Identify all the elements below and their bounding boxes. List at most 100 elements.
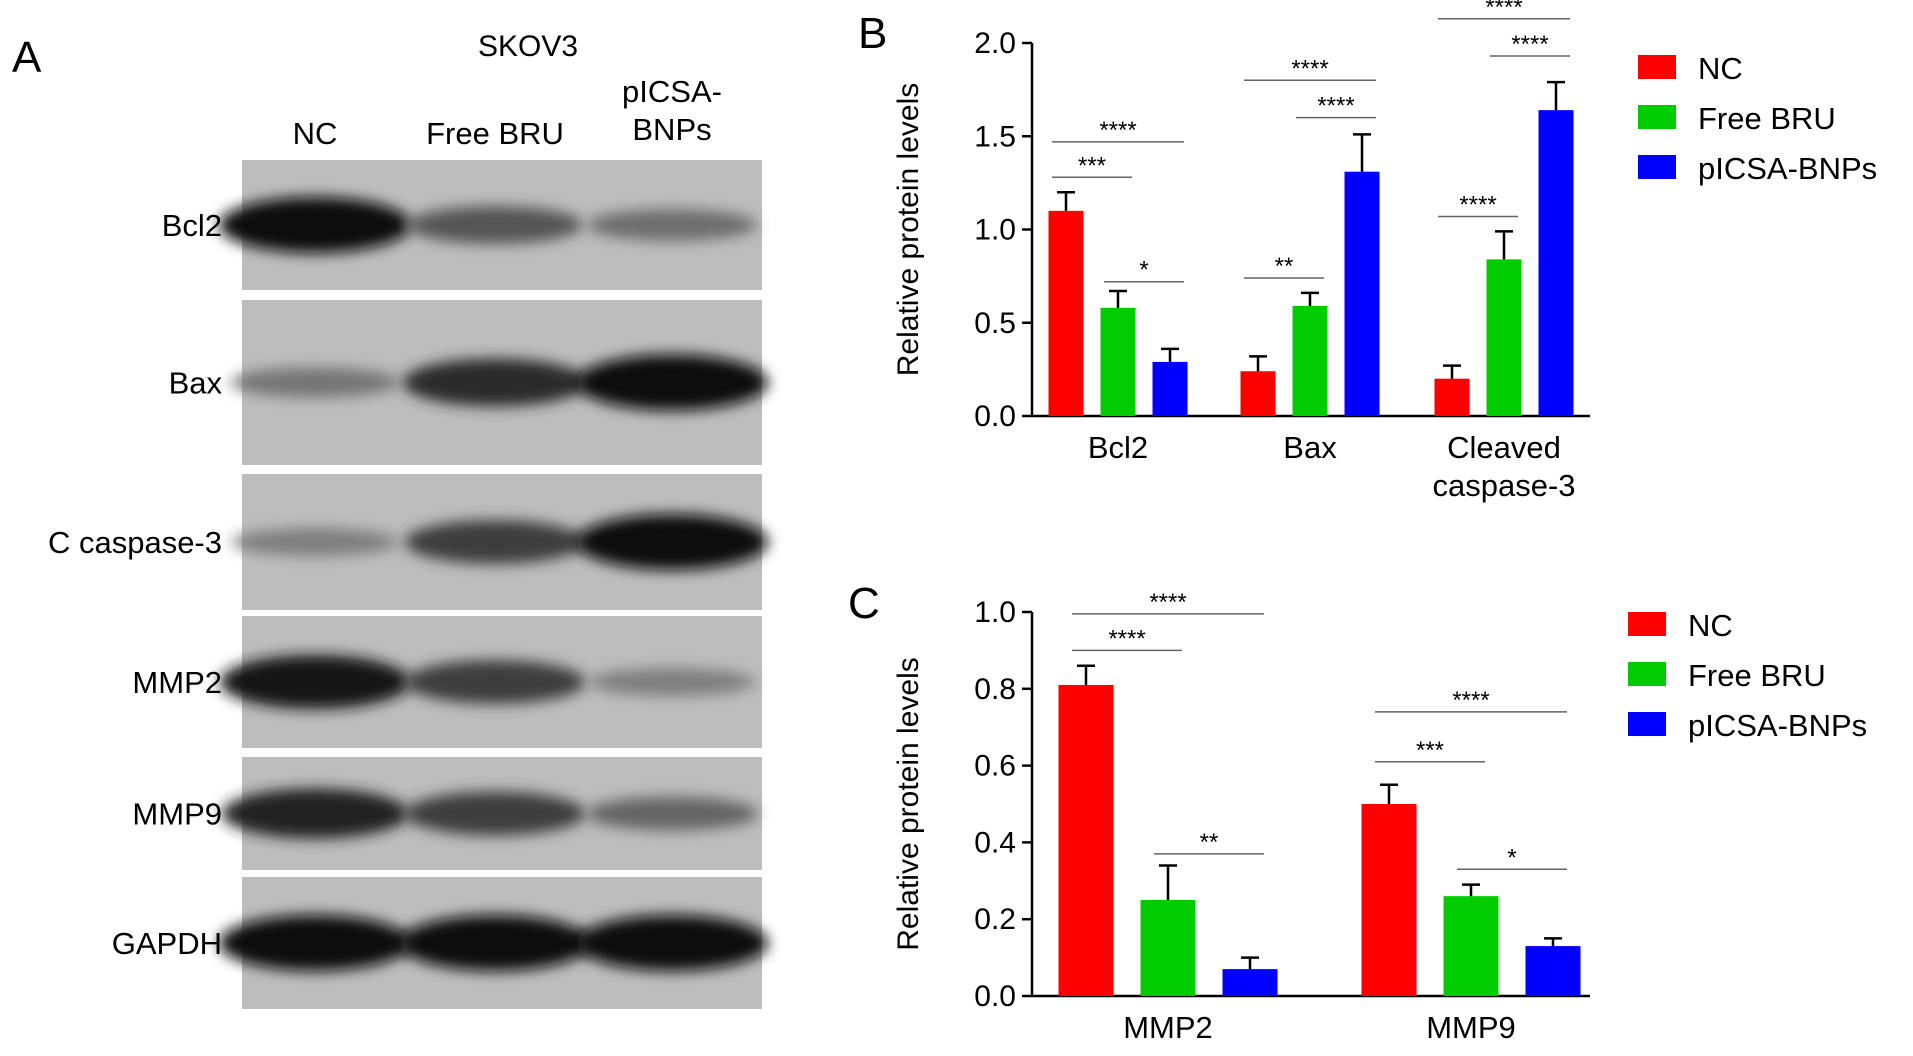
blot-row: Bcl2 — [162, 160, 762, 290]
panel-b-letter: B — [858, 9, 887, 58]
blot-row: MMP9 — [132, 757, 762, 870]
bar — [1525, 946, 1581, 996]
blot-band — [221, 788, 409, 839]
x-tick-label: Bcl2 — [1088, 430, 1148, 465]
bar — [1240, 371, 1276, 416]
significance-label: **** — [1459, 191, 1496, 218]
y-tick-label: 1.0 — [974, 596, 1016, 629]
blot-row: C caspase-3 — [48, 474, 768, 610]
blot-band — [576, 514, 768, 570]
significance-label: **** — [1149, 589, 1186, 616]
bar — [1140, 900, 1196, 996]
blot-row-label: MMP2 — [132, 665, 222, 700]
blot-row-label: Bcl2 — [162, 208, 222, 243]
y-tick-label: 0.5 — [974, 307, 1016, 340]
legend-swatch — [1638, 105, 1676, 129]
blot-row-label: GAPDH — [112, 926, 222, 961]
legend-swatch — [1638, 55, 1676, 79]
y-tick-label: 0.0 — [974, 400, 1016, 433]
blot-band — [588, 668, 756, 696]
y-tick-label: 2.0 — [974, 27, 1016, 60]
blot-row: GAPDH — [112, 877, 768, 1009]
bar — [1048, 210, 1084, 416]
blot-row-label: MMP9 — [132, 797, 222, 832]
bar — [1152, 361, 1188, 416]
blot-band — [576, 915, 768, 971]
legend-swatch — [1628, 612, 1666, 636]
legend-label: NC — [1688, 608, 1733, 643]
blot-band — [402, 358, 588, 407]
legend-label: pICSA-BNPs — [1688, 708, 1867, 743]
blot-row-label: Bax — [169, 366, 223, 401]
x-tick-label: Bax — [1283, 430, 1337, 465]
blot-band — [230, 367, 400, 398]
legend-label: pICSA-BNPs — [1698, 151, 1877, 186]
y-tick-label: 0.6 — [974, 750, 1016, 783]
significance-label: * — [1139, 257, 1148, 284]
blot-band — [219, 915, 411, 971]
blot-row: MMP2 — [132, 616, 762, 748]
y-axis-title: Relative protein levels — [892, 83, 925, 376]
blot-band — [219, 655, 411, 709]
blot-rows: Bcl2 Bax C caspase-3 MMP2 MMP9 GAPDH — [48, 160, 768, 1009]
blot-band — [404, 791, 586, 836]
bar — [1344, 171, 1380, 416]
panel-c-chart: C 0.0 0.2 0.4 0.6 0.8 1.0 Relative protein lev… — [848, 579, 1867, 1045]
bar — [1222, 969, 1278, 996]
blot-band — [399, 915, 591, 971]
lane-label: pICSA-BNPs — [622, 74, 722, 147]
blot-band — [585, 796, 759, 831]
x-tick-label: Cleaved caspase-3 — [1432, 430, 1575, 503]
lane-label: NC — [293, 116, 338, 151]
x-tick-label: MMP9 — [1426, 1010, 1516, 1045]
bar — [1538, 110, 1574, 416]
bar — [1486, 259, 1522, 416]
significance-label: **** — [1511, 31, 1548, 58]
blot-row: Bax — [169, 300, 768, 465]
blot-band — [219, 197, 411, 253]
bar — [1100, 307, 1136, 416]
y-axis-title: Relative protein levels — [892, 657, 925, 950]
panel-c-letter: C — [848, 579, 880, 628]
significance-label: ** — [1200, 829, 1219, 856]
bar — [1058, 684, 1114, 996]
significance-label: *** — [1078, 152, 1106, 179]
blot-row-label: C caspase-3 — [48, 525, 222, 560]
legend-label: Free BRU — [1688, 658, 1826, 693]
legend-swatch — [1628, 712, 1666, 736]
y-tick-label: 0.8 — [974, 673, 1016, 706]
significance-label: **** — [1108, 625, 1145, 652]
bar — [1361, 804, 1417, 996]
lane-label: Free BRU — [426, 116, 564, 151]
cell-line-label: SKOV3 — [478, 30, 578, 63]
panel-b-chart: B 0.0 0.5 1.0 1.5 2.0 Relative protein levels… — [858, 0, 1877, 503]
significance-label: **** — [1317, 93, 1354, 120]
significance-label: ** — [1275, 253, 1294, 280]
y-tick-label: 1.0 — [974, 214, 1016, 247]
legend-swatch — [1638, 155, 1676, 179]
y-tick-label: 0.2 — [974, 903, 1016, 936]
significance-label: **** — [1099, 117, 1136, 144]
blot-band — [404, 660, 586, 704]
bar — [1434, 378, 1470, 416]
x-tick-label: MMP2 — [1123, 1010, 1213, 1045]
significance-label: * — [1507, 844, 1516, 871]
bar — [1292, 305, 1328, 416]
y-tick-label: 1.5 — [974, 120, 1016, 153]
blot-band — [576, 354, 768, 411]
panel-a: A SKOV3 NC Free BRU pICSA-BNPs Bcl2 Bax C ca… — [12, 30, 768, 1009]
panel-a-letter: A — [12, 33, 42, 82]
lane-labels: NC Free BRU pICSA-BNPs — [293, 74, 722, 151]
blot-band — [407, 206, 583, 244]
blot-band — [404, 520, 586, 564]
legend-label: NC — [1698, 51, 1743, 86]
blot-band — [586, 209, 758, 241]
y-tick-label: 0.4 — [974, 826, 1016, 859]
significance-label: **** — [1452, 687, 1489, 714]
significance-label: **** — [1291, 55, 1328, 82]
legend-label: Free BRU — [1698, 101, 1836, 136]
blot-band — [231, 528, 399, 556]
legend-swatch — [1628, 662, 1666, 686]
significance-label: **** — [1485, 0, 1522, 21]
